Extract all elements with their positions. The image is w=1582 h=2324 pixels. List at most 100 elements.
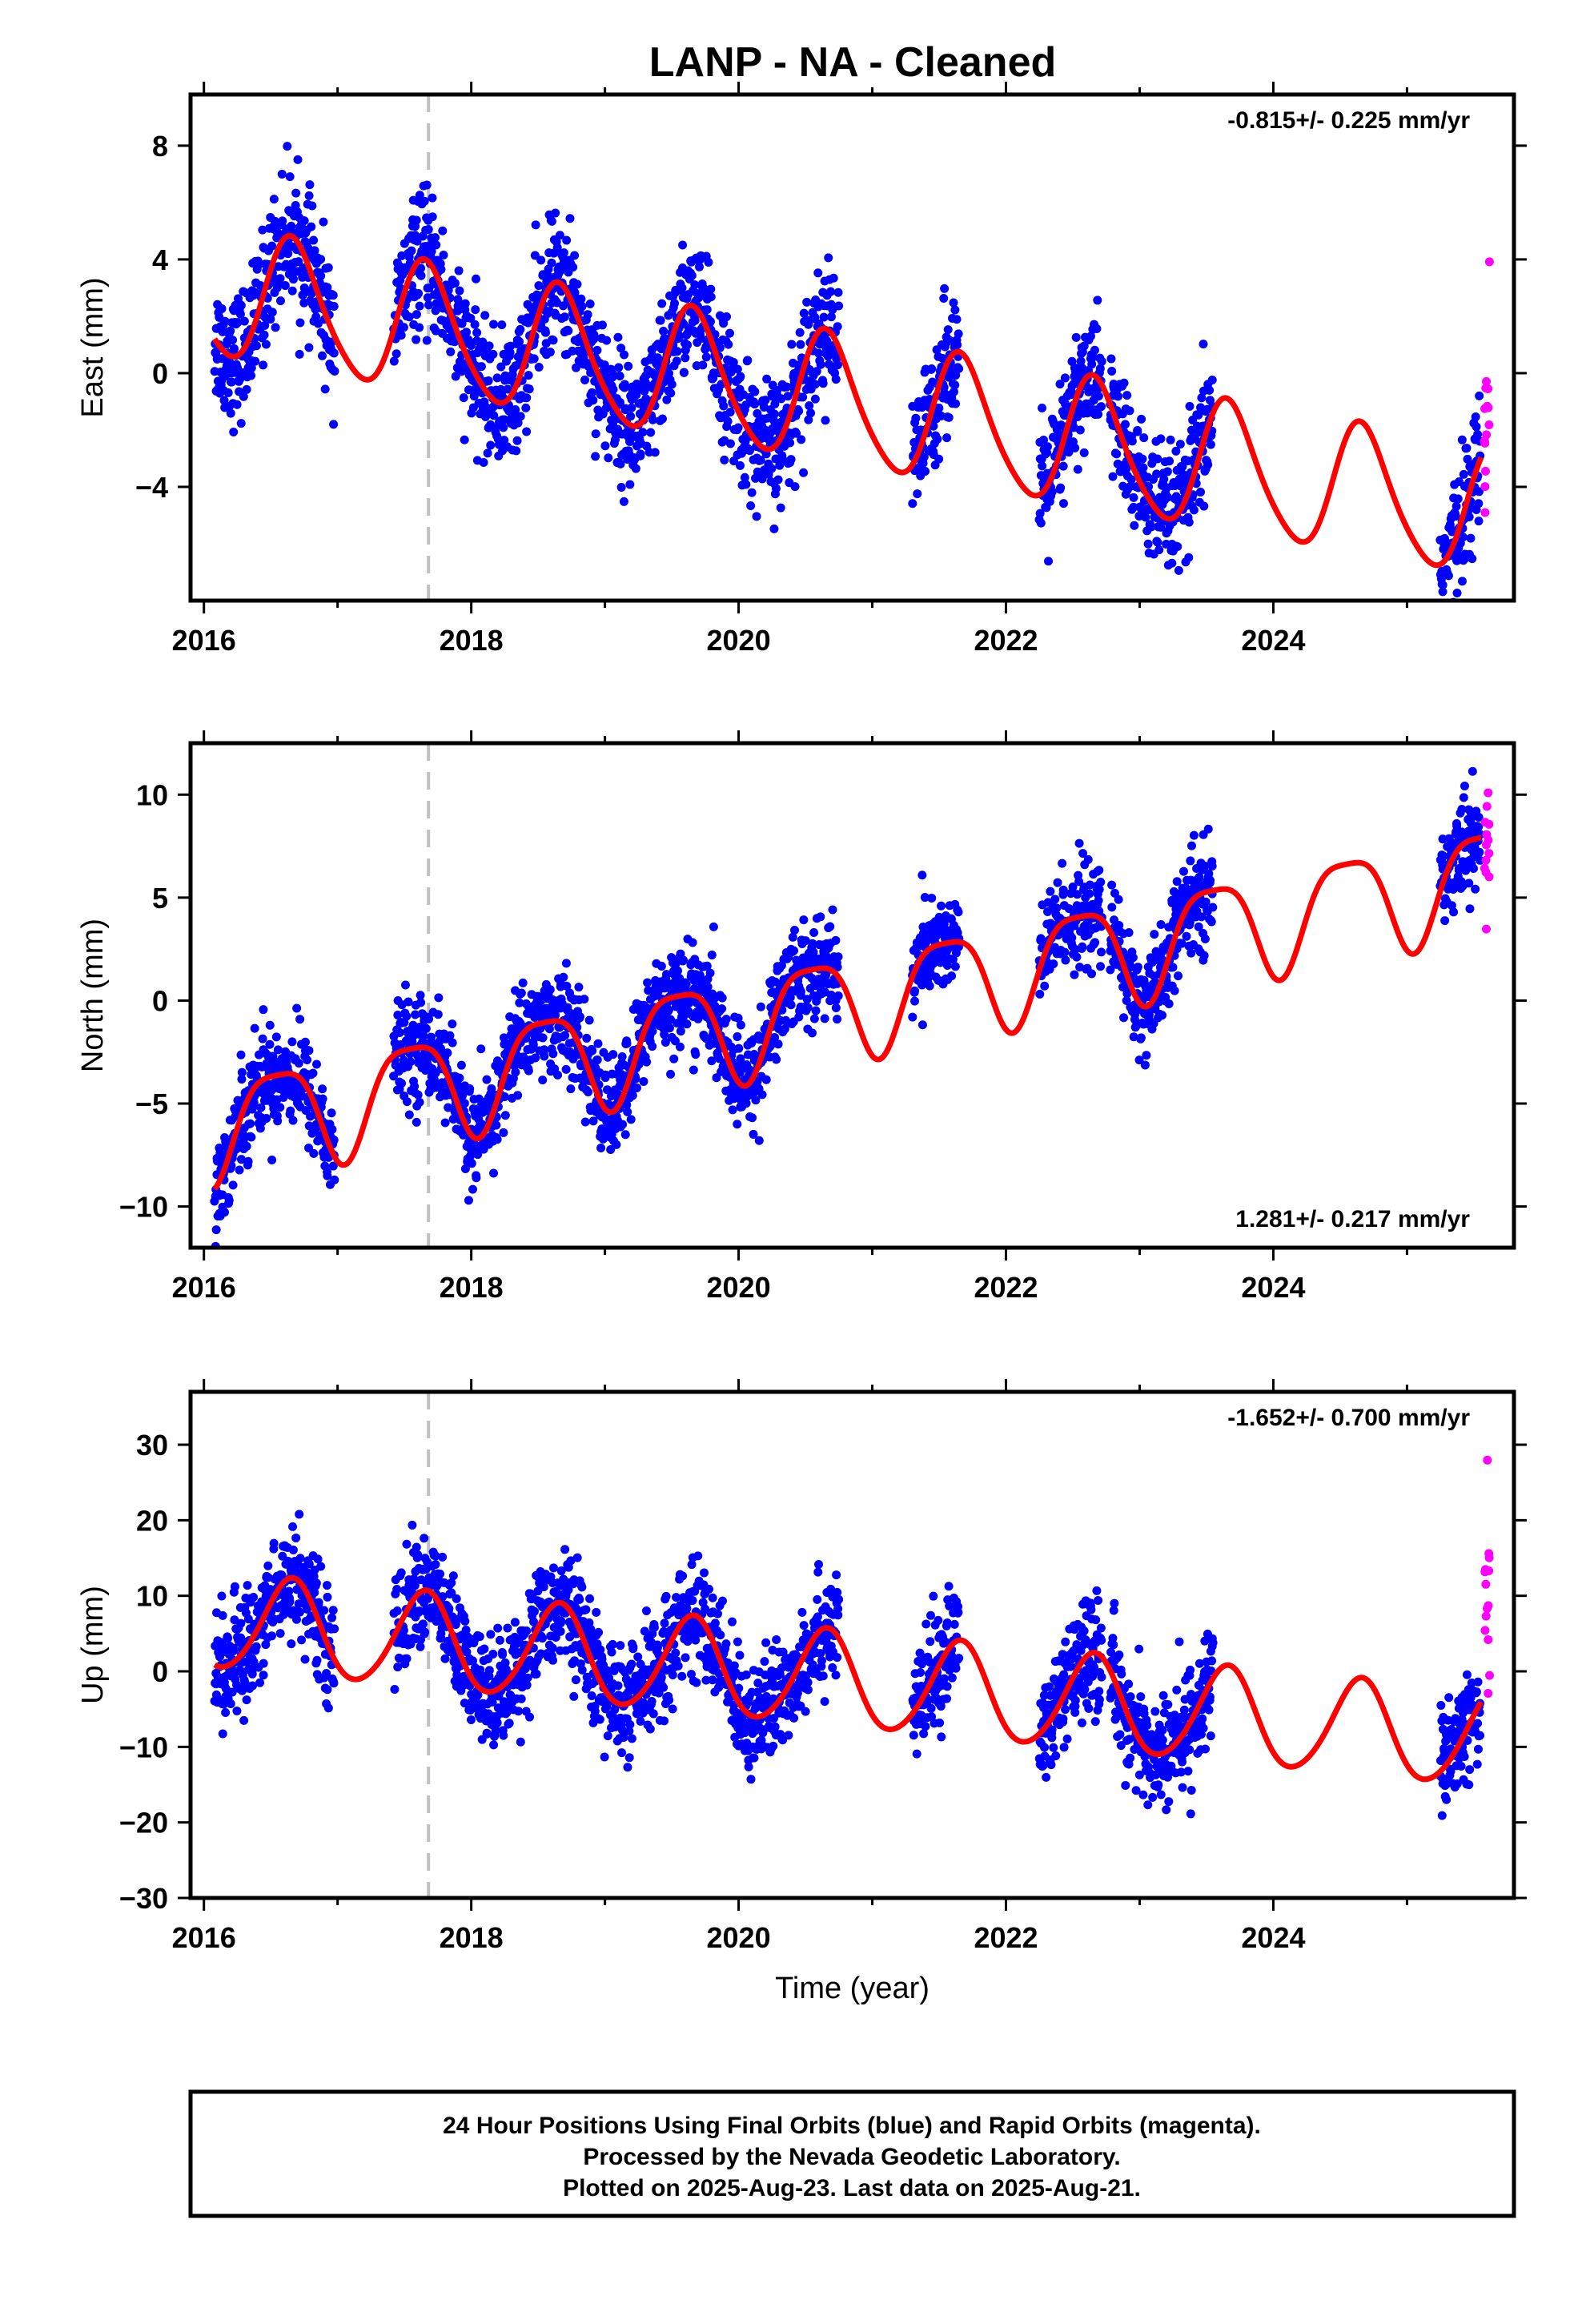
- data-point: [235, 309, 245, 319]
- data-point: [471, 274, 480, 283]
- data-point: [433, 1010, 443, 1019]
- data-point: [412, 335, 421, 344]
- data-point: [705, 968, 715, 978]
- data-point: [1127, 436, 1137, 446]
- data-point: [622, 1039, 632, 1048]
- data-point: [285, 172, 295, 182]
- data-point: [299, 216, 309, 226]
- x-tick-label: 2018: [440, 1271, 504, 1304]
- data-point: [1125, 406, 1134, 416]
- data-point: [287, 286, 297, 296]
- data-point: [255, 1678, 265, 1687]
- data-point: [538, 1033, 548, 1043]
- data-point: [628, 1091, 637, 1100]
- data-point: [456, 1060, 466, 1070]
- data-point: [246, 1119, 255, 1128]
- data-point: [467, 1159, 476, 1168]
- data-point: [484, 376, 493, 386]
- data-point: [826, 312, 836, 322]
- data-point: [513, 418, 523, 428]
- data-point: [588, 1116, 598, 1126]
- data-point: [833, 322, 842, 332]
- data-point: [1079, 341, 1089, 351]
- data-point: [1205, 385, 1215, 395]
- data-point: [258, 1034, 267, 1043]
- data-point: [795, 328, 805, 337]
- data-point: [236, 1618, 246, 1628]
- data-point: [566, 1084, 576, 1094]
- data-point: [247, 363, 256, 372]
- data-point: [211, 1225, 221, 1235]
- data-point: [942, 433, 952, 443]
- data-point: [280, 281, 290, 291]
- data-point: [770, 399, 780, 408]
- data-point: [648, 1042, 657, 1051]
- data-point: [720, 455, 729, 464]
- data-point: [551, 1011, 560, 1020]
- data-point: [1459, 793, 1468, 802]
- data-point: [460, 435, 469, 444]
- rapid-orbit-point: [1484, 788, 1493, 798]
- data-point: [464, 385, 473, 395]
- data-point: [746, 501, 756, 510]
- data-point: [1049, 959, 1058, 969]
- data-point: [1475, 487, 1484, 497]
- data-point: [1173, 541, 1182, 551]
- data-point: [489, 1168, 499, 1178]
- data-point: [616, 459, 625, 468]
- data-point: [799, 915, 809, 925]
- data-point: [402, 1097, 412, 1107]
- data-point: [588, 396, 598, 405]
- data-point: [1170, 986, 1179, 995]
- data-point: [810, 394, 820, 404]
- data-point: [773, 1039, 783, 1049]
- data-point: [636, 449, 645, 459]
- data-point: [541, 328, 551, 337]
- data-point: [761, 396, 770, 405]
- data-point: [428, 193, 437, 203]
- data-point: [307, 222, 316, 231]
- data-point: [1451, 512, 1460, 521]
- data-point: [568, 263, 578, 272]
- data-point: [676, 1027, 685, 1036]
- data-point: [615, 371, 624, 380]
- data-point: [675, 1042, 685, 1051]
- data-point: [769, 409, 779, 419]
- data-point: [1120, 420, 1130, 429]
- data-point: [643, 978, 652, 987]
- data-point: [450, 279, 460, 288]
- data-point: [1175, 440, 1185, 449]
- data-point: [1129, 493, 1138, 502]
- data-point: [228, 336, 238, 345]
- data-point: [242, 1695, 251, 1705]
- data-point: [285, 1596, 295, 1606]
- data-point: [589, 334, 599, 344]
- data-point: [536, 255, 546, 265]
- data-point: [311, 1059, 321, 1069]
- data-point: [772, 1055, 781, 1064]
- data-point: [476, 362, 486, 372]
- data-point: [639, 1076, 648, 1086]
- data-point: [796, 987, 805, 996]
- data-point: [236, 300, 246, 310]
- data-point: [261, 340, 271, 349]
- data-point: [278, 216, 287, 226]
- data-point: [580, 995, 589, 1004]
- data-point: [227, 377, 236, 387]
- data-point: [1052, 903, 1062, 913]
- data-point: [833, 991, 843, 1000]
- data-point: [950, 305, 960, 315]
- data-point: [499, 1128, 508, 1137]
- data-point: [443, 1048, 452, 1058]
- data-point: [828, 905, 837, 915]
- data-point: [211, 1248, 219, 1257]
- data-point: [327, 1108, 336, 1118]
- data-point: [623, 1107, 632, 1116]
- data-point: [582, 1033, 592, 1043]
- data-point: [431, 233, 440, 243]
- data-point: [656, 316, 665, 325]
- y-tick-label: 8: [152, 130, 168, 163]
- data-point: [736, 372, 745, 381]
- data-point: [1174, 565, 1183, 575]
- data-point: [422, 336, 432, 345]
